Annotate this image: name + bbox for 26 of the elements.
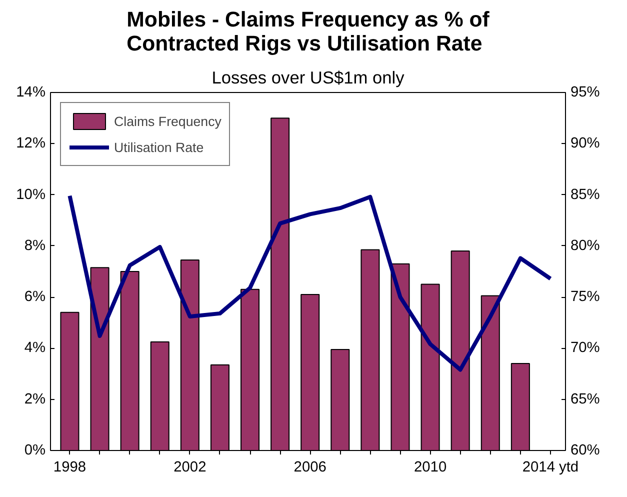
x-tick-label: 2002 xyxy=(174,460,206,476)
y2-tick-label: 75% xyxy=(570,289,600,306)
y-tick-label: 14% xyxy=(16,84,46,100)
legend-label: Claims Frequency xyxy=(114,114,222,128)
y-tick-label: 2% xyxy=(24,391,46,408)
y2-tick-label: 65% xyxy=(570,391,600,408)
chart-title: Mobiles - Claims Frequency as % of Contracted Rigs vs Utilisation Rate xyxy=(126,8,490,56)
x-tick-label: 2010 xyxy=(414,460,447,476)
x-tick-label: 2014 ytd xyxy=(522,460,579,476)
y-tick-label: 4% xyxy=(24,340,46,356)
y-tick-label: 6% xyxy=(24,289,46,306)
y2-tick-label: 85% xyxy=(570,186,600,203)
line-series xyxy=(68,194,552,372)
y-tick-label: 8% xyxy=(24,238,46,254)
x-tick-label: 2006 xyxy=(294,460,326,476)
y2-tick-label: 60% xyxy=(570,442,600,458)
y2-tick-label: 95% xyxy=(570,84,600,100)
chart-subtitle: Losses over US$1m only xyxy=(212,68,405,88)
y-tick-label: 0% xyxy=(24,442,46,458)
y2-tick-label: 80% xyxy=(570,238,600,254)
x-tick-label: 1998 xyxy=(53,460,86,476)
y2-tick-label: 90% xyxy=(570,136,600,152)
y-tick-label: 10% xyxy=(16,186,46,203)
y2-tick-label: 70% xyxy=(570,340,600,356)
y-tick-label: 12% xyxy=(16,136,46,152)
legend-label: Utilisation Rate xyxy=(114,140,204,154)
